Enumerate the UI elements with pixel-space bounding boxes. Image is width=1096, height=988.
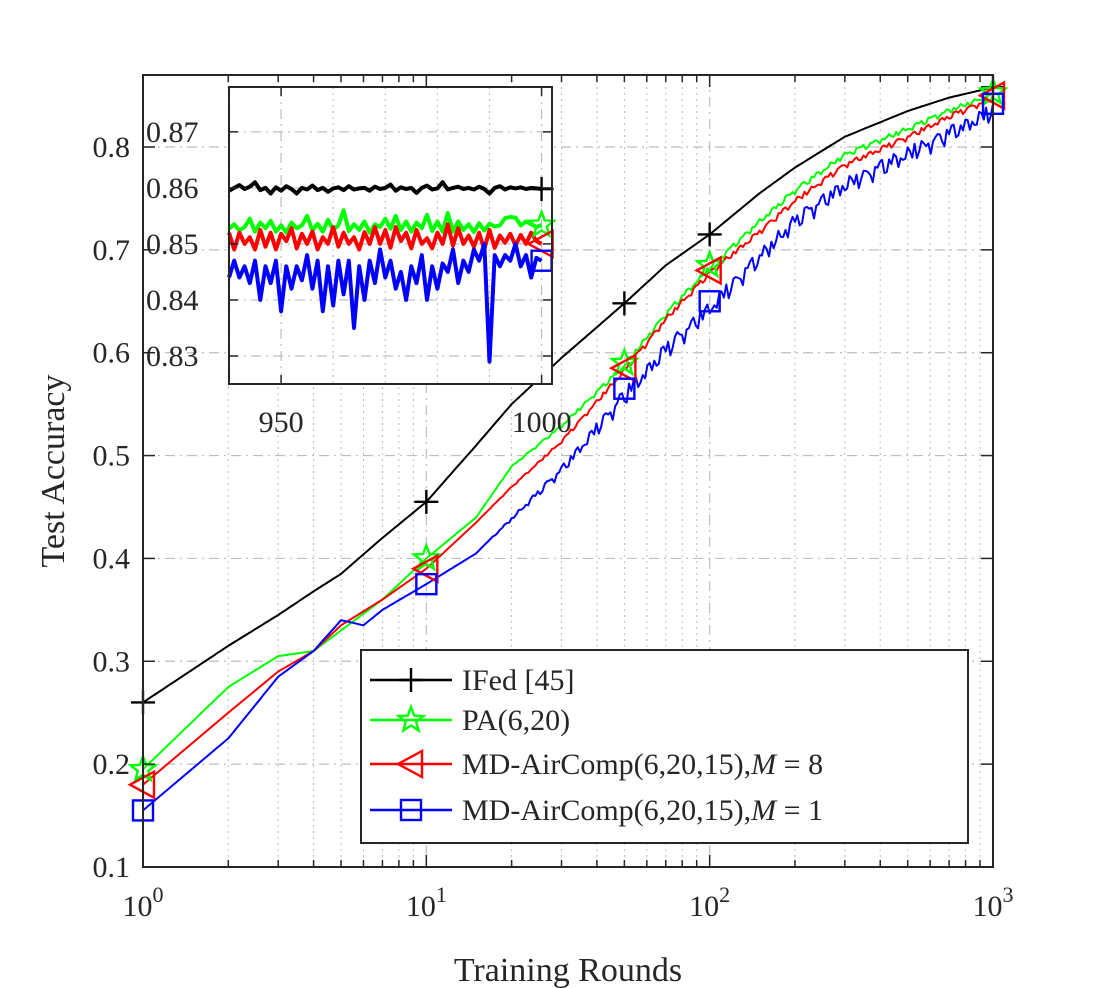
legend-marker	[399, 798, 423, 822]
x-tick-label: 103	[973, 882, 1014, 923]
series-marker-3	[694, 255, 722, 286]
series-marker-2	[410, 542, 442, 572]
series-marker-3	[608, 353, 637, 384]
legend-label: PA(6,20)	[462, 704, 570, 737]
inset-y-tick-labels: 0.83 0.84 0.85 0.86 0.87	[146, 116, 199, 373]
y-tick-label: 0.8	[93, 131, 131, 164]
y-tick-label: 0.3	[93, 645, 131, 678]
series-marker-1	[697, 222, 722, 247]
inset-tick-marks	[229, 87, 552, 384]
legend-item-3: MD-AirComp(6,20,15),M = 8	[370, 748, 823, 781]
y-tick-label: 0.5	[93, 440, 131, 473]
series-marker-1	[612, 291, 637, 316]
inset-y-tick-label: 0.85	[146, 228, 199, 261]
inset-x-tick-label: 950	[259, 406, 304, 439]
inset-series-lines	[227, 180, 543, 364]
y-tick-label: 0.6	[93, 337, 131, 370]
x-tick-label: 102	[689, 882, 730, 923]
inset-y-tick-label: 0.87	[146, 116, 199, 149]
inset-y-tick-label: 0.84	[146, 284, 199, 317]
series-line-1	[142, 86, 994, 704]
main-x-tick-labels: 100 101 102 103	[123, 882, 1014, 923]
main-axes-box	[142, 74, 994, 868]
series-marker-4	[698, 290, 721, 313]
series-marker-2	[608, 346, 640, 377]
inset-series-marker-1	[529, 176, 554, 201]
series-marker-2	[694, 248, 726, 279]
inset-axes: 0.83 0.84 0.85 0.86 0.87 950 1000	[146, 86, 572, 439]
legend-label: MD-AirComp(6,20,15),M = 8	[462, 748, 823, 781]
main-series-lines	[142, 86, 994, 812]
inset-x-tick-label: 1000	[512, 406, 572, 439]
legend-marker	[395, 703, 427, 734]
y-tick-label: 0.1	[93, 851, 131, 884]
series-marker-1	[414, 489, 439, 514]
legend-label: MD-AirComp(6,20,15),M = 1	[462, 794, 823, 827]
legend-item-4: MD-AirComp(6,20,15),M = 1	[370, 794, 823, 827]
inset-axes-box	[228, 86, 553, 385]
inset-series-line-2	[227, 208, 543, 235]
legend-items: IFed [45] PA(6,20) MD-AirComp(6,20,15),M =…	[370, 664, 823, 827]
y-tick-label: 0.4	[93, 542, 131, 575]
legend-marker	[399, 668, 423, 692]
inset-y-tick-label: 0.83	[146, 340, 199, 373]
x-tick-label: 101	[406, 882, 447, 923]
x-axis-label: Training Rounds	[454, 952, 682, 988]
series-line-4	[142, 103, 994, 812]
inset-series-marker-2	[526, 208, 558, 239]
legend-label: IFed [45]	[462, 664, 574, 697]
legend-marker	[395, 748, 424, 780]
inset-series-line-4	[227, 241, 543, 364]
main-tick-marks	[142, 75, 994, 868]
series-line-2	[142, 91, 994, 771]
y-tick-label: 0.7	[93, 234, 131, 267]
x-tick-label: 100	[123, 882, 164, 923]
legend-box	[360, 649, 969, 844]
series-marker-4	[415, 572, 438, 596]
legend: IFed [45] PA(6,20) MD-AirComp(6,20,15),M =…	[360, 649, 969, 844]
series-line-3	[142, 95, 994, 786]
inset-y-tick-label: 0.86	[146, 172, 199, 205]
y-axis-label: Test Accuracy	[35, 374, 72, 567]
series-marker-4	[613, 377, 636, 400]
inset-series-line-1	[228, 180, 542, 196]
legend-item-2: PA(6,20)	[370, 703, 570, 737]
y-tick-label: 0.2	[93, 748, 131, 781]
inset-x-tick-labels: 950 1000	[259, 406, 572, 439]
inset-series-line-3	[227, 222, 543, 252]
main-y-tick-labels: 0.1 0.2 0.3 0.4 0.5 0.6 0.7 0.8	[93, 131, 131, 884]
legend-item-1: IFed [45]	[370, 664, 574, 697]
